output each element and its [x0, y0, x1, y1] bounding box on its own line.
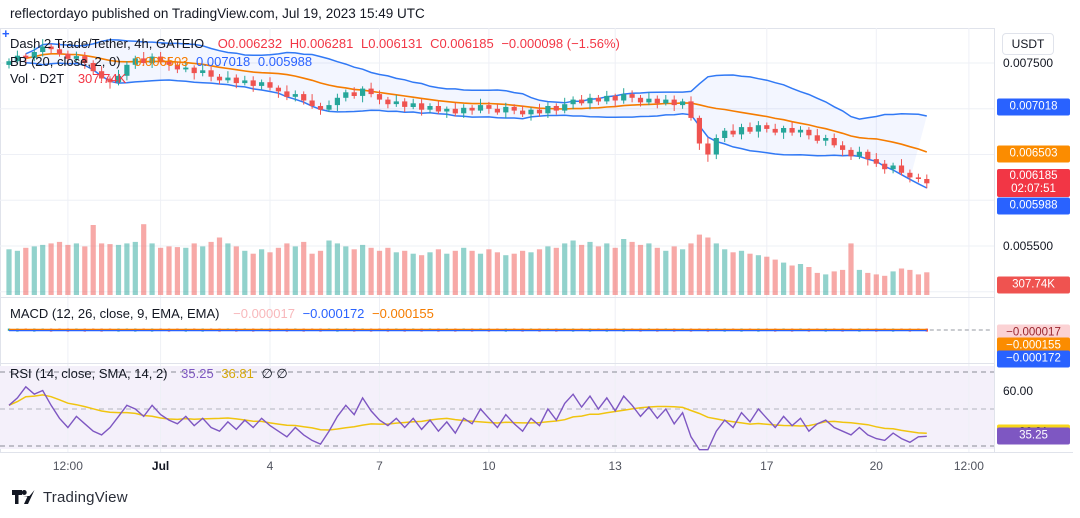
time-tick-label: 4 [266, 459, 274, 473]
price-55-axis-label: 0.005500 [1003, 239, 1054, 253]
ohlc-high: H0.006281 [289, 36, 354, 51]
legend-bb-row[interactable]: BB (20, close, 2, 0) 0.006503 0.007018 0… [10, 54, 316, 69]
time-tick-label: 20 [869, 459, 883, 473]
pane-separator-rsi[interactable] [0, 363, 1073, 364]
legend-symbol-row[interactable]: Dash 2 Trade/Tether, 4h, GATEIO O0.00623… [10, 36, 624, 51]
attribution-header: reflectordayo published on TradingView.c… [10, 6, 425, 21]
macd-signal-value: −0.000155 [372, 306, 434, 321]
rsi-zero-params: ∅ ∅ [261, 366, 288, 381]
time-tick-label: 12:00 [953, 459, 984, 473]
time-axis-separator [0, 452, 1073, 453]
time-axis[interactable]: 12:00 Jul 4 7 10 13 17 20 12:00 [0, 453, 1073, 481]
tradingview-logo-icon [12, 490, 35, 504]
rsi-sma-value: 36.81 [221, 366, 254, 381]
rsi-value: 35.25 [181, 366, 214, 381]
legend-volume-row[interactable]: Vol · D2T 307.74K [10, 71, 130, 86]
macd-signal-axis-badge: −0.000155 [997, 337, 1070, 355]
bb-lower-axis-badge: 0.005988 [997, 197, 1070, 215]
bb-title: BB (20, close, 2, 0) [10, 54, 121, 69]
legend-macd-row[interactable]: MACD (12, 26, close, 9, EMA, EMA) −0.000… [10, 306, 438, 321]
tradingview-brand-text: TradingView [43, 489, 128, 506]
bb-lower-value: 0.005988 [257, 54, 313, 69]
time-tick-label: 17 [760, 459, 774, 473]
chart-canvas[interactable] [0, 28, 994, 452]
macd-line-axis-badge: −0.000172 [997, 350, 1070, 368]
bb-upper-axis-badge: 0.007018 [997, 98, 1070, 116]
bb-basis-value: 0.006503 [134, 54, 189, 69]
usdt-currency-button[interactable]: USDT [1002, 33, 1054, 55]
time-tick-label: Jul [151, 459, 170, 473]
volume-value: 307.74K [77, 71, 127, 86]
macd-line-value: −0.000172 [302, 306, 365, 321]
ohlc-change: −0.000098 (−1.56%) [501, 36, 620, 51]
price-axis-divider [994, 28, 995, 452]
macd-hist-axis-badge: −0.000017 [997, 324, 1070, 342]
time-tick-label: 7 [376, 459, 383, 473]
volume-title: Vol · D2T [10, 71, 65, 86]
legend-rsi-row[interactable]: RSI (14, close, SMA, 14, 2) 35.25 36.81 … [10, 366, 292, 382]
last-price-axis-badge: 0.006185 02:07:51 [997, 169, 1070, 198]
time-tick-label: 13 [608, 459, 622, 473]
ohlc-close: C0.006185 [430, 36, 494, 51]
macd-hist-value: −0.000017 [233, 306, 295, 321]
time-tick-label: 12:00 [52, 459, 83, 473]
time-tick-label: 10 [482, 459, 496, 473]
pane-separator-macd[interactable] [0, 297, 1073, 298]
chart-container: + Dash 2 Trade/Tether, 4h, GATEIO O0.006… [0, 26, 1073, 481]
bb-basis-axis-badge: 0.006503 [997, 145, 1070, 163]
rsi-line-axis-badge: 35.25 [997, 427, 1070, 445]
price-axis[interactable]: USDT 0.007500 0.007018 0.006503 0.006185 02:… [995, 28, 1073, 452]
footer-brand[interactable]: TradingView [12, 489, 128, 506]
rsi-title: RSI (14, close, SMA, 14, 2) [10, 366, 168, 381]
macd-title: MACD (12, 26, close, 9, EMA, EMA) [10, 306, 220, 321]
volume-last-axis-badge: 307.74K [997, 276, 1070, 294]
ohlc-open: O0.006232 [217, 36, 283, 51]
symbol-title: Dash 2 Trade/Tether, 4h, GATEIO [10, 36, 205, 51]
ohlc-low: L0.006131 [360, 36, 423, 51]
plus-marker-icon[interactable]: + [2, 26, 10, 41]
bb-upper-value: 0.007018 [196, 54, 251, 69]
price-75-axis-label: 0.007500 [1003, 56, 1054, 70]
rsi-60-axis-label: 60.00 [1003, 383, 1034, 398]
